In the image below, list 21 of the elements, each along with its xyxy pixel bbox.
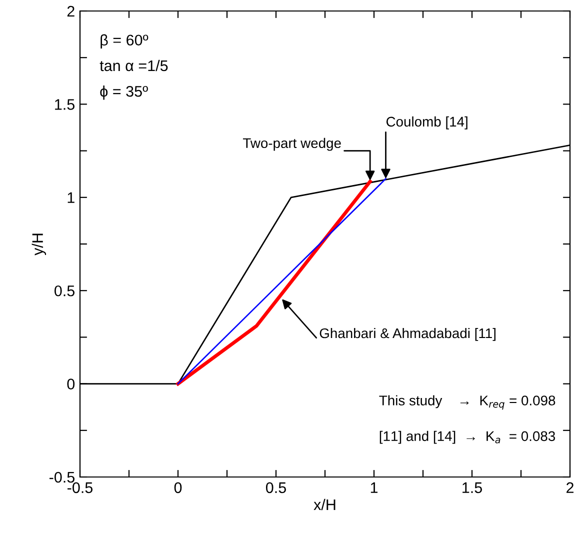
annotation: Two-part wedge <box>242 138 341 151</box>
y-tick-label: 2 <box>67 6 74 17</box>
x-tick-label: 0 <box>174 482 182 494</box>
y-tick-label: 1 <box>68 192 74 203</box>
annotation: This study → K$_{req}$ = 0.098 <box>379 395 556 410</box>
y-tick-label: 1.5 <box>55 99 74 110</box>
y-axis-title: y/H <box>32 234 46 256</box>
y-tick-label: 0 <box>67 378 75 390</box>
annotation: tan α =1/5 <box>100 60 168 72</box>
y-tick-label: -0.5 <box>49 472 74 483</box>
annotation: [11] and [14] → K$_{a}$ = 0.083 <box>380 430 556 444</box>
annotation: Ghanbari & Ahmadabadi [11] <box>320 328 496 341</box>
x-tick-label: 1.5 <box>462 482 482 494</box>
annotation: β = 60º <box>100 34 148 49</box>
x-tick-label: 0.5 <box>266 482 286 494</box>
x-axis-title: x/H <box>314 498 336 510</box>
annotation: Coulomb [14] <box>386 116 468 130</box>
x-tick-label: 2 <box>566 482 574 493</box>
x-tick-label: 1 <box>370 482 378 493</box>
annotation: ϕ = 35º <box>100 86 148 100</box>
y-tick-label: 0.5 <box>54 285 74 296</box>
